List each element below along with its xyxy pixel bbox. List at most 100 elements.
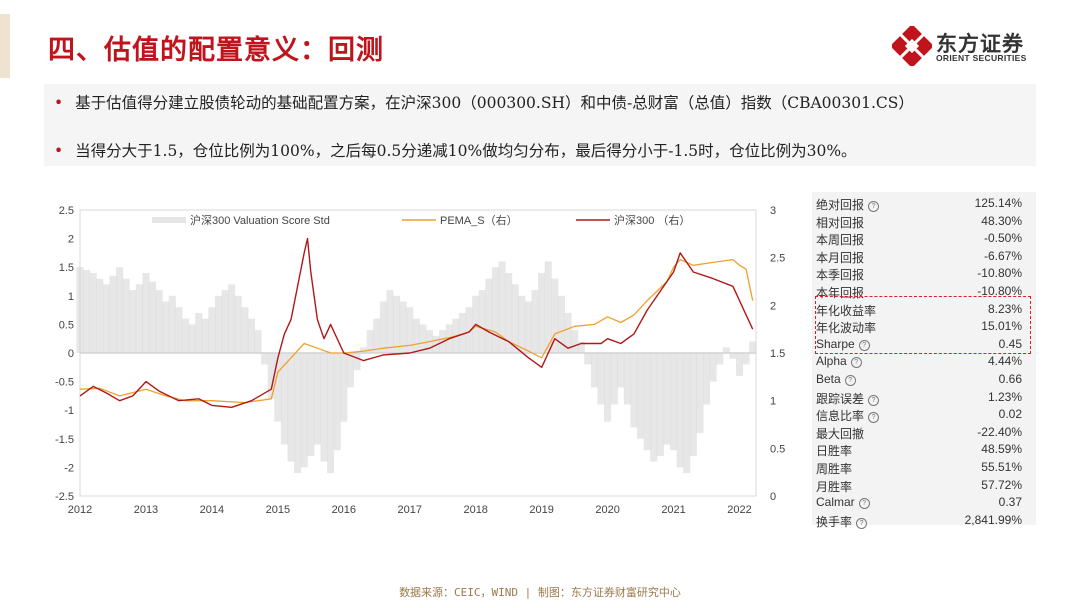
score-bar xyxy=(419,324,427,353)
score-bar xyxy=(168,295,176,353)
score-bar xyxy=(617,353,625,388)
score-bar xyxy=(630,353,638,428)
help-icon[interactable]: ? xyxy=(868,201,880,212)
score-bar xyxy=(465,307,473,353)
help-icon[interactable]: ? xyxy=(868,412,880,424)
score-bar xyxy=(412,318,420,353)
score-bar xyxy=(505,272,513,353)
score-bar xyxy=(709,353,717,382)
score-bar xyxy=(551,278,559,353)
left-tick-label: 2 xyxy=(68,234,74,246)
score-bar xyxy=(393,295,401,353)
x-tick-label: 2022 xyxy=(727,504,751,516)
stat-value: 8.23% xyxy=(987,301,1022,316)
score-bar xyxy=(241,307,249,353)
score-bar xyxy=(702,353,711,405)
right-tick-label: 2.5 xyxy=(770,253,785,265)
stat-value: 0.66 xyxy=(998,372,1022,386)
right-tick-label: 1 xyxy=(770,396,776,408)
stat-row: 相对回报 48.30% xyxy=(812,212,1036,230)
bullet-item: • 基于估值得分建立股债轮动的基础配置方案，在沪深300（000300.SH）和中… xyxy=(54,94,914,112)
stat-label: Beta? xyxy=(816,372,856,386)
x-tick-label: 2014 xyxy=(200,504,224,516)
stat-row: Beta? 0.66 xyxy=(812,370,1036,388)
help-icon[interactable]: ? xyxy=(858,339,870,351)
score-bar xyxy=(670,353,678,451)
score-bar xyxy=(564,312,572,353)
score-bar xyxy=(353,353,361,371)
score-bar xyxy=(735,353,744,376)
stat-value: 4.44% xyxy=(987,354,1022,369)
stat-value: 0.37 xyxy=(998,495,1022,510)
score-bar xyxy=(485,278,493,353)
x-tick-label: 2016 xyxy=(332,504,356,516)
help-icon[interactable]: ? xyxy=(856,517,868,529)
stat-label: Alpha? xyxy=(816,354,862,369)
score-bar xyxy=(89,272,97,353)
bullet-text: 当得分大于1.5，仓位比例为100%，之后每0.5分递减10%做均匀分布，最后得… xyxy=(75,142,857,160)
score-bar xyxy=(643,353,651,451)
stat-label: 跟踪误差? xyxy=(816,390,880,407)
stat-row: 绝对回报? 125.14% xyxy=(812,194,1036,212)
stat-label: 本月回报 xyxy=(816,250,865,265)
legend-score: 沪深300 Valuation Score Std xyxy=(190,213,330,227)
score-bar xyxy=(135,284,143,353)
stat-label: 绝对回报? xyxy=(816,196,880,213)
score-bar xyxy=(373,318,381,353)
x-tick-label: 2020 xyxy=(595,504,619,516)
stat-label: 信息比率? xyxy=(816,407,880,424)
stat-value: 2,841.99% xyxy=(964,512,1022,527)
score-bar xyxy=(544,261,552,353)
page-title: 四、估值的配置意义：回测 xyxy=(48,35,384,66)
score-bar xyxy=(214,295,223,353)
accent-bar xyxy=(0,14,10,78)
help-icon[interactable]: ? xyxy=(868,394,880,406)
score-bar xyxy=(307,353,315,456)
legend-swatch xyxy=(152,217,186,223)
score-bar xyxy=(511,284,519,353)
stat-value: 125.14% xyxy=(974,196,1022,210)
stat-label: 日胜率 xyxy=(816,444,853,459)
score-bar xyxy=(175,307,183,353)
stat-row: 信息比率? 0.02 xyxy=(812,405,1036,424)
left-tick-label: -1 xyxy=(64,405,74,417)
score-bar xyxy=(637,353,645,439)
score-bar xyxy=(181,318,190,353)
score-bar xyxy=(689,353,697,456)
stat-label: 年化波动率 xyxy=(816,321,877,336)
score-bar xyxy=(129,290,137,353)
score-bar xyxy=(274,353,282,422)
score-bar xyxy=(340,353,348,422)
left-tick-label: -1.5 xyxy=(55,434,74,446)
score-bar xyxy=(650,353,658,462)
score-bar xyxy=(386,290,394,353)
score-bar xyxy=(346,353,354,388)
score-bar xyxy=(366,330,374,353)
score-bar xyxy=(716,353,724,365)
score-bar xyxy=(102,284,110,353)
score-bar xyxy=(96,278,104,353)
orient-securities-logo: 东方证券 ORIENT SECURITIES xyxy=(892,26,1042,68)
score-bar xyxy=(234,295,242,353)
help-icon[interactable]: ? xyxy=(844,375,856,386)
score-bar xyxy=(142,272,150,353)
stat-value: -22.40% xyxy=(977,424,1022,439)
stat-value: 0.45 xyxy=(998,336,1022,351)
legend-pema: PEMA_S（右） xyxy=(440,213,518,227)
stat-row: 本周回报 -0.50% xyxy=(812,229,1036,247)
help-icon[interactable]: ? xyxy=(858,498,870,510)
stat-row: 跟踪误差? 1.23% xyxy=(812,388,1036,406)
stat-row: 年化收益率 8.23% xyxy=(812,300,1036,318)
score-bar xyxy=(320,353,328,462)
legend-hs300: 沪深300 （右） xyxy=(614,213,690,227)
score-bar xyxy=(76,267,84,353)
score-bar xyxy=(557,295,565,353)
left-tick-label: 0 xyxy=(68,348,74,360)
left-tick-label: -0.5 xyxy=(55,377,74,389)
score-bar xyxy=(201,318,209,353)
score-bar xyxy=(683,353,691,474)
score-bar xyxy=(597,353,605,405)
x-tick-label: 2018 xyxy=(463,504,487,516)
help-icon[interactable]: ? xyxy=(850,357,862,369)
score-bar xyxy=(584,353,592,365)
